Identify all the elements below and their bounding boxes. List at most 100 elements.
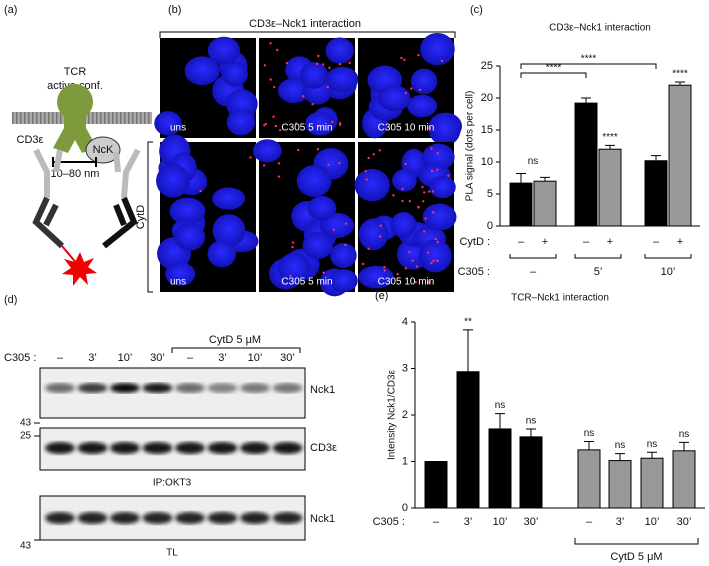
nucleus	[296, 165, 332, 197]
lane-label: 10’	[248, 352, 263, 364]
band	[142, 512, 173, 524]
pla-dot	[316, 148, 320, 151]
pla-dot	[428, 126, 431, 130]
pla-dot	[277, 175, 281, 178]
antibody	[102, 196, 138, 249]
band	[272, 442, 303, 454]
pla-dot	[249, 156, 252, 159]
band	[110, 512, 140, 524]
pla-dot	[383, 269, 386, 272]
pla-dot	[289, 274, 292, 278]
x-tick-label: 10’	[645, 516, 660, 528]
caption: TL	[166, 548, 178, 559]
x-tick-label: –	[586, 516, 593, 528]
row-label: C305 :	[4, 352, 36, 364]
treatment-label: CytD 5 μM	[209, 334, 261, 346]
pla-dot	[372, 153, 375, 156]
chart-title: TCR–Nck1 interaction	[511, 293, 609, 304]
pla-dot	[322, 271, 325, 274]
band-label: Nck1	[310, 384, 335, 396]
pla-dot	[367, 156, 370, 160]
comparison-label: ****	[581, 54, 597, 65]
pla-dot	[379, 224, 383, 227]
pla-dot	[331, 120, 334, 124]
marker: 43	[20, 541, 32, 552]
tcr-body	[53, 104, 97, 153]
nucleus	[212, 214, 246, 247]
x-tick-label: 3’	[616, 516, 625, 528]
pla-dot	[344, 222, 348, 225]
pla-dot	[432, 259, 435, 263]
panel-a: (a) TCR active conf. CD3ε NcK 10–80 nm	[4, 4, 152, 286]
band	[142, 383, 173, 393]
bar	[577, 449, 601, 509]
band	[175, 442, 205, 454]
bar	[644, 160, 668, 227]
pla-dot	[262, 164, 266, 167]
group-bracket	[644, 254, 692, 259]
pla-dot	[269, 78, 272, 81]
significance: **	[464, 317, 472, 328]
error-bar	[584, 441, 594, 450]
nck-shape	[85, 136, 121, 164]
pla-dot	[378, 149, 382, 152]
pla-dot	[410, 87, 413, 90]
pla-dot	[302, 95, 305, 98]
nucleus	[329, 269, 358, 293]
pla-dot	[277, 162, 281, 165]
pla-dot	[348, 61, 351, 65]
bracket	[171, 347, 301, 353]
pla-dot	[392, 194, 395, 197]
band	[240, 442, 270, 454]
nucleus	[429, 175, 456, 199]
panel-b: (b) CD3ε–Nck1 interaction CytD uns C305 5…	[135, 4, 463, 297]
band	[272, 512, 303, 524]
image-label: uns	[170, 123, 186, 134]
group-bracket	[574, 254, 622, 259]
nucleus	[354, 168, 390, 202]
pla-dot	[379, 235, 382, 238]
comparison-bracket	[520, 72, 587, 78]
nucleus	[330, 243, 357, 268]
pla-dot	[422, 230, 426, 233]
band	[110, 442, 140, 454]
pla-dot	[285, 61, 289, 65]
pla-dot	[364, 169, 368, 173]
pla-dot	[436, 259, 439, 263]
pla-dot	[396, 272, 399, 276]
pla-dot	[332, 228, 336, 232]
pla-dot	[423, 191, 426, 194]
bar	[574, 102, 598, 227]
significance: ****	[602, 132, 618, 143]
nucleus	[169, 197, 206, 225]
y-tick-label: 4	[402, 316, 408, 328]
band	[175, 383, 205, 393]
error-bar	[605, 144, 615, 150]
caption: IP:OKT3	[153, 478, 192, 489]
pla-dot	[417, 205, 420, 209]
pla-dot	[317, 54, 320, 58]
pla-dot	[311, 102, 314, 106]
group-axis-label: C305 :	[458, 266, 490, 278]
distance-label: 10–80 nm	[51, 168, 100, 180]
pla-dot	[401, 187, 404, 191]
bar	[424, 461, 448, 509]
y-tick-label: 0	[487, 220, 493, 232]
comparison-bracket	[520, 63, 657, 69]
pla-dot	[436, 240, 440, 244]
band	[207, 442, 238, 454]
pla-dot	[328, 66, 331, 69]
panel-label: (e)	[375, 290, 388, 302]
pla-dot	[417, 53, 420, 57]
pla-dot	[421, 185, 424, 189]
error-bar	[651, 155, 661, 161]
pla-dot	[422, 200, 425, 203]
nucleus	[207, 240, 237, 268]
significance: ns	[615, 440, 626, 451]
pla-dot	[404, 91, 407, 95]
x-tick-label: 30’	[524, 516, 539, 528]
bar	[598, 148, 622, 227]
y-tick-label: 25	[481, 60, 493, 72]
blot	[39, 367, 306, 419]
